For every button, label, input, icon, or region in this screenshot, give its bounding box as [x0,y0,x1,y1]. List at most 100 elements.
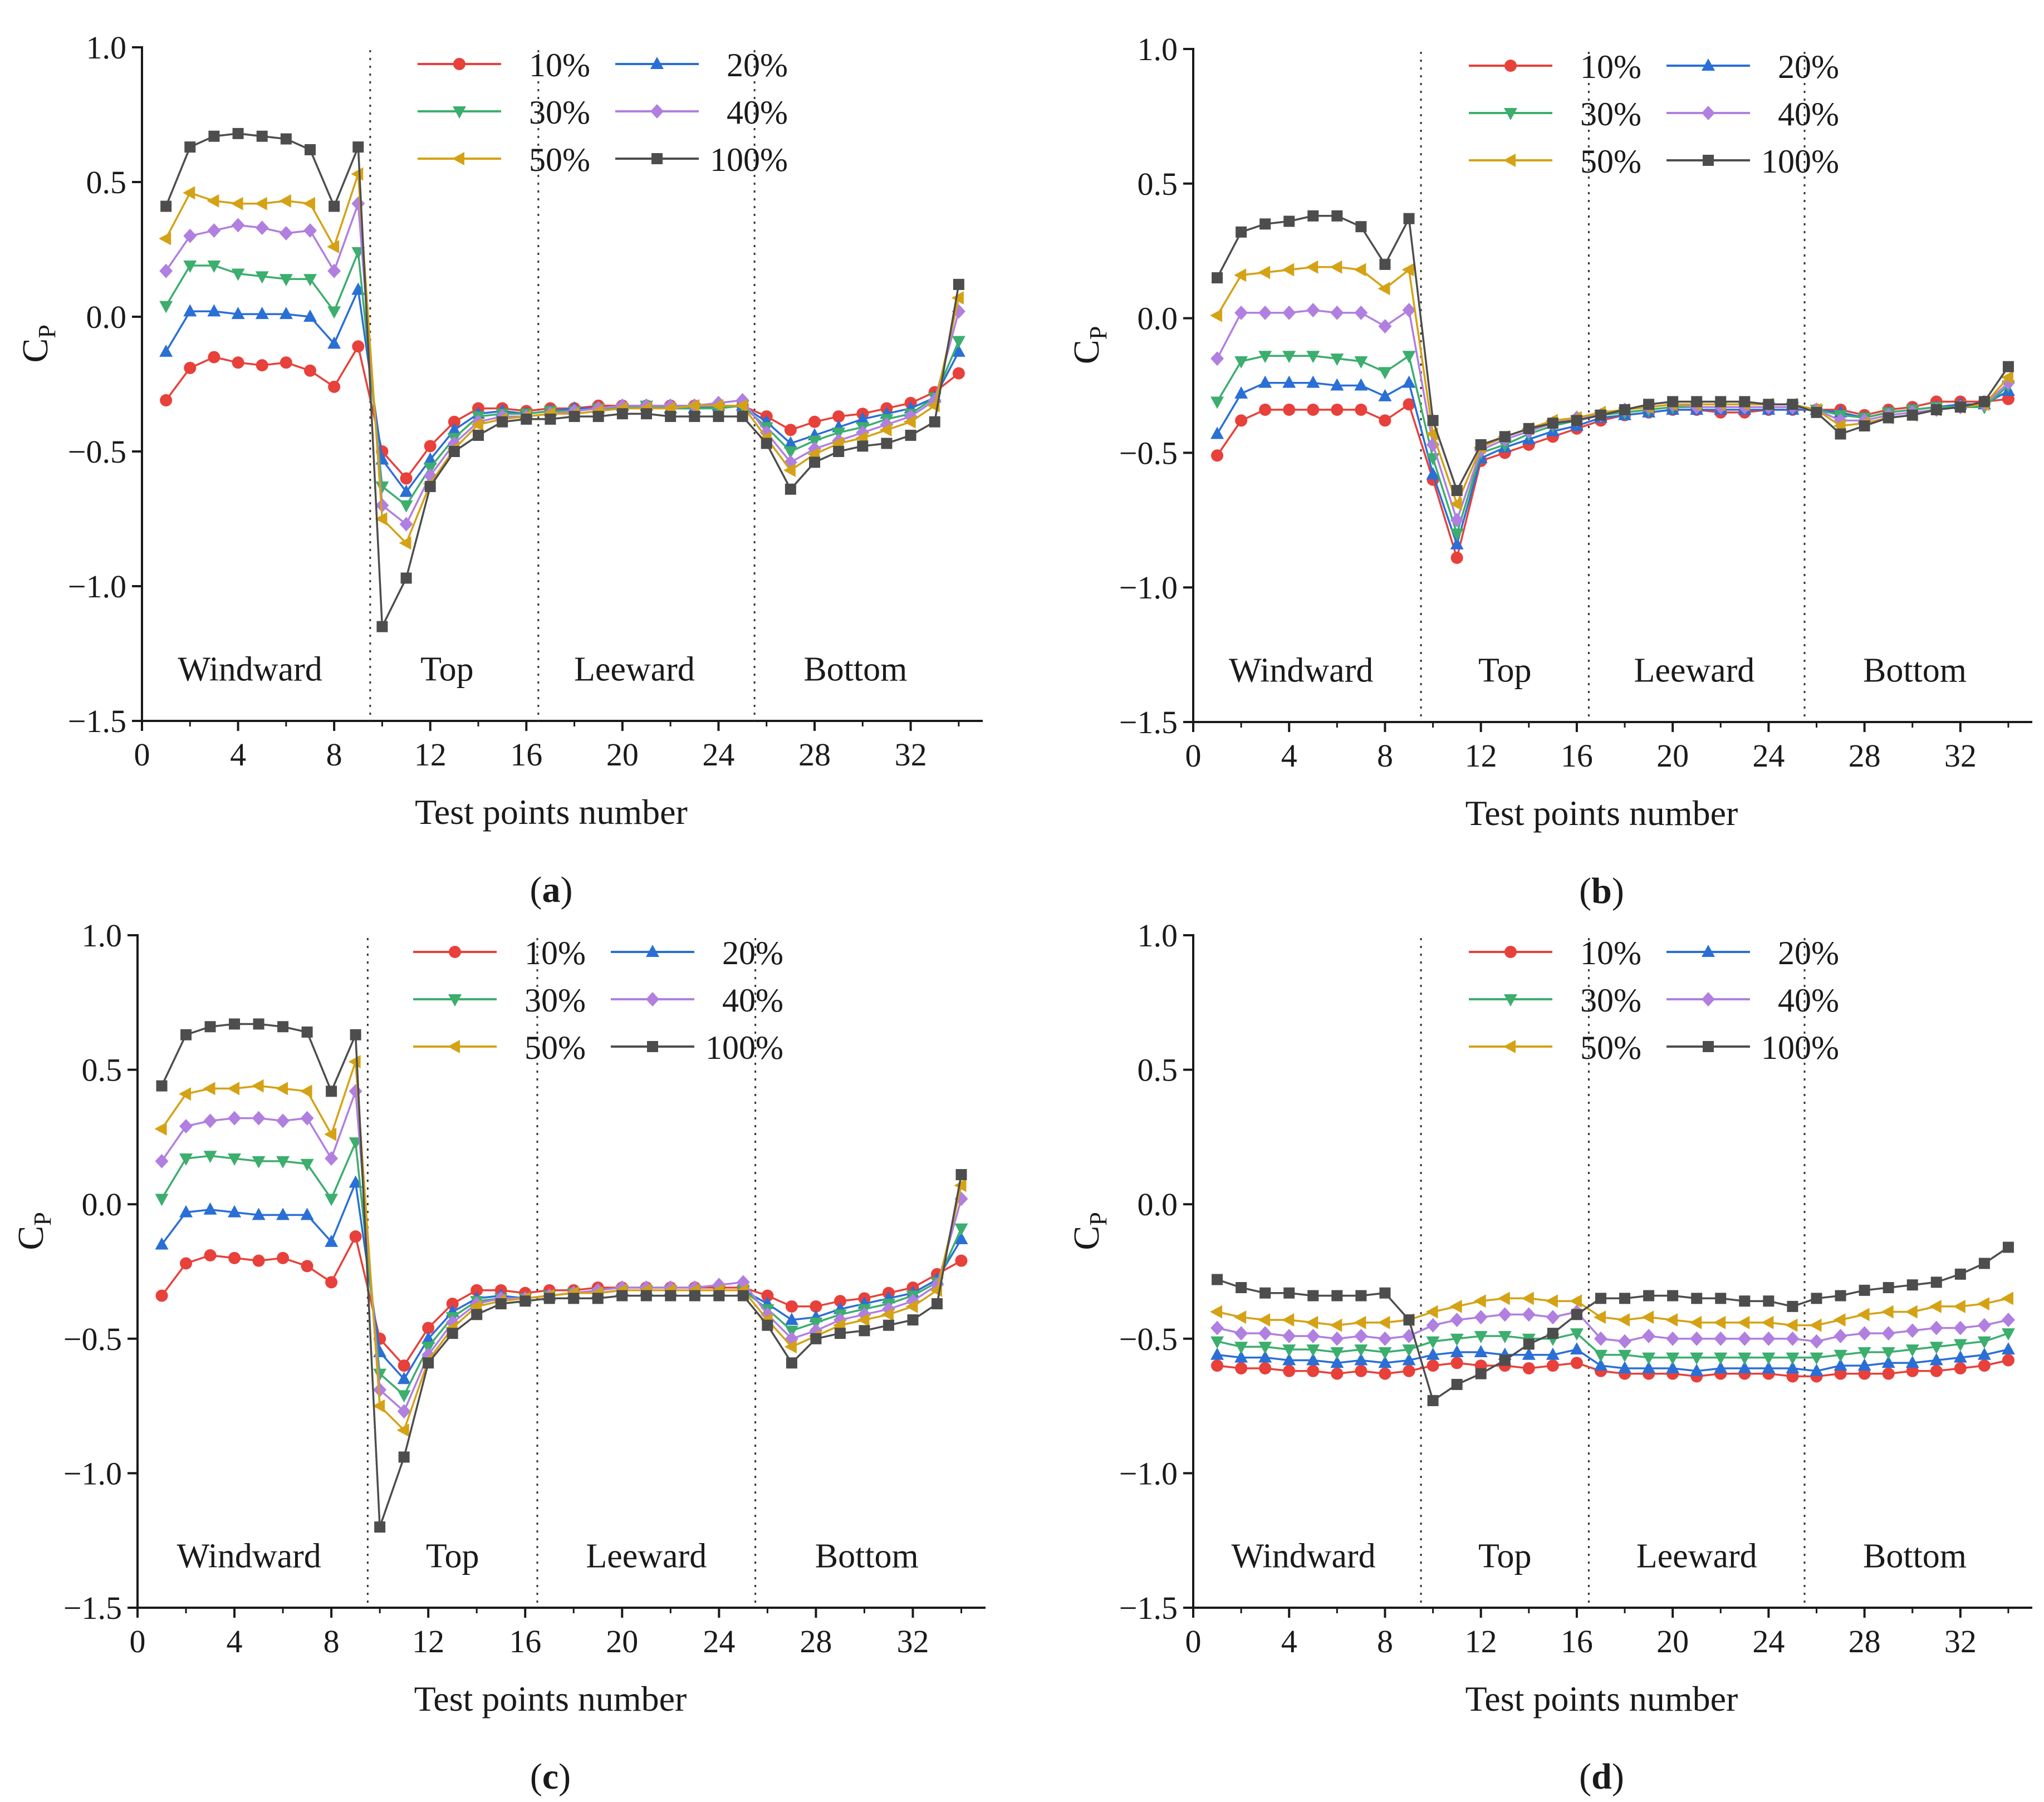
data-point [1667,1290,1679,1302]
data-point [255,220,269,235]
data-point [1978,1258,1990,1269]
chart-panel-a: 1.0 0.5 0.0 −0.5 −1.0 −1.50 4 8 12 16 20 24 28 32 Test… [15,30,983,910]
series-line [161,1234,962,1367]
panel-label-close: ) [561,870,573,910]
data-point [1546,1359,1559,1372]
region-label: Top [420,650,474,688]
data-point [1451,485,1463,497]
data-point [1210,308,1223,322]
data-point [1617,1313,1630,1327]
data-point [373,1382,387,1397]
data-point [374,1521,386,1533]
data-point [184,141,196,153]
series-30pct [155,1137,968,1403]
x-tick-label: 8 [1377,738,1393,774]
data-point [761,1289,774,1302]
data-point [183,228,197,243]
data-point [1450,1312,1464,1327]
data-point [448,415,460,428]
data-point [1594,1349,1607,1362]
series-line [1217,1246,2009,1402]
data-point [665,1290,677,1302]
data-point [300,1158,314,1171]
data-point [276,1113,290,1128]
series-20pct [155,1175,968,1384]
data-point [1883,412,1894,424]
legend-entry: 30% [413,982,586,1019]
data-point [1306,1344,1320,1357]
legend-entry: 100% [1666,143,1839,180]
data-point [1258,1326,1272,1341]
data-point [1881,1356,1895,1368]
data-point [155,1153,169,1168]
data-point [422,1322,435,1334]
data-point [179,1119,193,1134]
legend-marker [1702,106,1715,120]
legend-marker [1503,1040,1516,1053]
data-point [446,1297,459,1310]
data-point [881,1308,894,1322]
data-point [349,1175,362,1188]
data-point [1450,528,1464,541]
data-point [1953,1320,1967,1335]
series-line [165,132,960,631]
y-tick-label: −1.0 [1119,1455,1178,1491]
data-point [183,186,195,200]
panel-label-open: ( [530,1756,542,1797]
series-100pct [1212,210,2014,497]
data-point [1282,351,1296,364]
data-point [327,306,341,319]
series-line [165,203,960,526]
data-point [1425,427,1438,441]
data-point [204,1249,217,1262]
data-point [1212,1274,1223,1285]
data-point [1834,1328,1847,1343]
region-label: Windward [177,1538,321,1575]
data-point [208,351,220,364]
chart-panel-c: 1.0 0.5 0.0 −0.5 −1.0 −1.50 4 8 12 16 20 24 28 32 Test… [11,917,986,1797]
series-30pct [1210,1328,2015,1365]
legend-label: 100% [1761,143,1839,180]
data-point [1978,396,1990,407]
legend-entry: 100% [1666,1029,1839,1066]
data-point [180,1257,193,1270]
data-point [1330,1356,1344,1368]
data-point [592,411,604,423]
data-point [1234,1342,1248,1354]
y-tick-label: −0.5 [1119,435,1178,471]
data-point [423,1357,434,1369]
x-tick-label: 12 [1465,738,1497,774]
data-point [1906,409,1918,421]
data-point [1473,1294,1486,1308]
data-point [856,411,870,424]
legend-entry: 10% [1469,935,1641,971]
data-point [375,512,388,526]
series-line [1217,1359,2009,1378]
x-tick-label: 32 [896,1623,929,1659]
data-point [834,1295,846,1308]
data-point [397,1372,411,1384]
data-point [1906,1279,1918,1291]
data-point [1618,1361,1632,1373]
data-point [785,1300,798,1313]
data-point [327,263,341,278]
data-point [1835,428,1846,440]
data-point [1379,258,1391,270]
x-tick-label: 16 [1561,1623,1593,1659]
data-point [398,1451,410,1463]
legend-label: 20% [1778,48,1839,85]
legend-label: 40% [727,94,788,131]
data-point [2002,1354,2014,1367]
data-point [1857,1308,1870,1322]
y-tick-label: 0.5 [1138,1052,1178,1088]
data-point [1402,1344,1416,1357]
legend-entry: 40% [1666,982,1839,1019]
data-point [1282,305,1296,320]
data-point [1234,305,1248,320]
data-point [1859,1284,1870,1296]
data-point [1929,1353,1943,1366]
x-tick-label: 12 [412,1623,444,1659]
legend-entry: 40% [611,982,783,1019]
data-point [1905,1305,1918,1319]
data-point [1307,1290,1319,1302]
